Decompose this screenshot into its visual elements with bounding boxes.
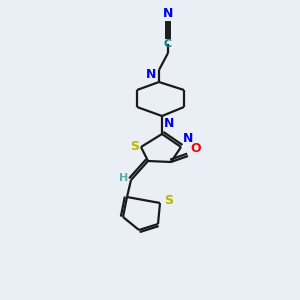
- Text: S: S: [130, 140, 139, 152]
- Text: H: H: [119, 173, 128, 183]
- Text: N: N: [164, 117, 174, 130]
- Text: C: C: [164, 39, 172, 49]
- Text: O: O: [190, 142, 201, 155]
- Text: N: N: [183, 132, 194, 145]
- Text: S: S: [164, 194, 173, 208]
- Text: N: N: [163, 7, 173, 20]
- Text: N: N: [146, 68, 156, 81]
